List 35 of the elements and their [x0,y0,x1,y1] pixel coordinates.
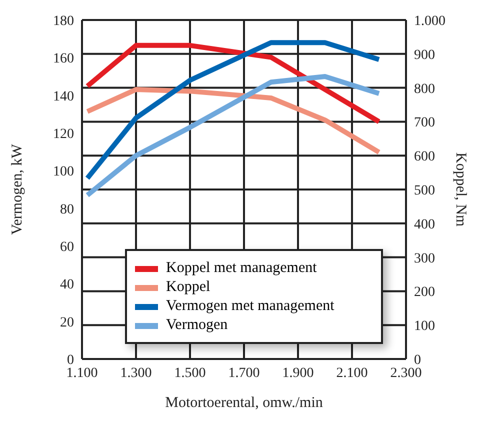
y-tick-label: 160 [53,52,74,67]
y2-tick-label: 500 [414,183,435,198]
x-tick-label: 1.500 [174,366,206,381]
y-tick-label: 40 [60,278,74,293]
y2-tick-label: 300 [414,251,435,266]
y-tick-label: 80 [60,202,74,218]
x-tick-label: 1.700 [228,366,260,381]
y2-axis-title: Koppel, Nm [452,152,469,227]
y-axis-title: Vermogen, kW [9,143,26,235]
y-tick-label: 140 [53,89,74,104]
y2-tick-label: 700 [414,116,435,131]
x-tick-label: 2.300 [390,366,422,381]
y-tick-label: 20 [60,315,74,330]
y2-tick-label: 100 [414,319,435,334]
y-tick-label: 180 [53,14,74,29]
x-tick-label: 1.100 [66,366,98,381]
legend-label: Vermogen [166,317,228,333]
x-tick-label: 2.100 [336,366,368,381]
legend-label: Vermogen met management [166,298,334,314]
x-tick-label: 1.300 [120,366,152,381]
y-tick-label: 60 [60,240,74,255]
legend-label: Koppel [166,279,210,295]
y2-tick-label: 400 [414,217,435,232]
x-axis-title: Motortoerental, omw./min [165,395,324,411]
y2-tick-label: 1.000 [414,14,446,29]
y2-tick-label: 900 [414,48,435,63]
y-tick-label: 120 [53,126,74,142]
y2-tick-label: 0 [414,352,421,368]
y-tick-label: 100 [53,164,74,180]
y2-tick-label: 200 [414,285,435,300]
y2-tick-label: 600 [414,150,435,165]
y-tick-label: 0 [67,352,74,368]
y2-tick-label: 800 [414,82,435,97]
x-tick-label: 1.900 [282,366,314,381]
legend-label: Koppel met management [166,260,317,276]
